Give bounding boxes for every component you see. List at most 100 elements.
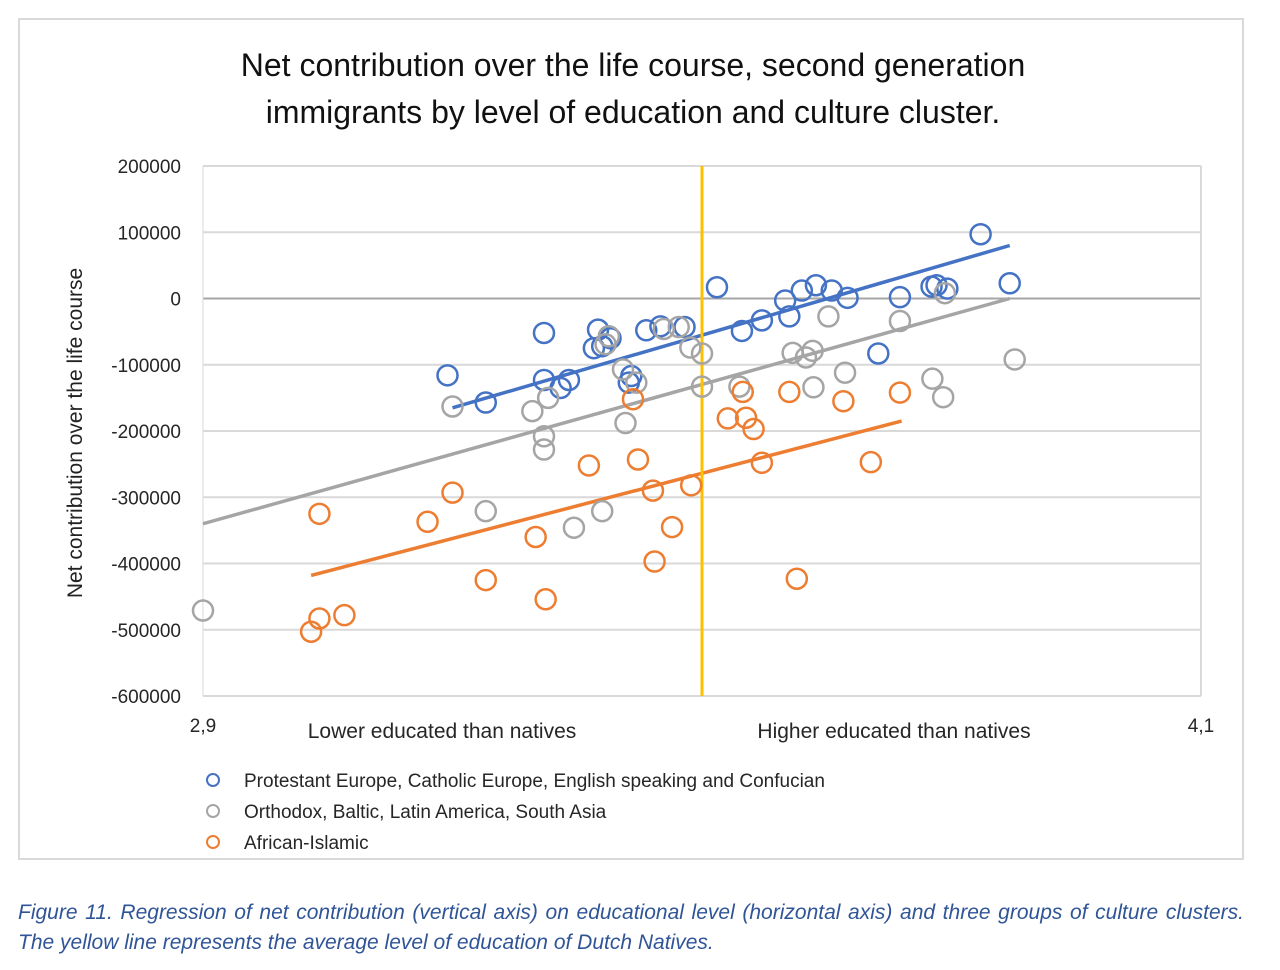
- chart-frame: Net contribution over the life course, s…: [18, 18, 1244, 860]
- data-point: [804, 274, 828, 297]
- y-tick-label: -200000: [111, 422, 181, 443]
- legend-marker: [206, 773, 220, 787]
- data-point: [888, 285, 912, 309]
- trend-lines: [202, 243, 1011, 578]
- data-point: [597, 325, 621, 348]
- data-point: [734, 406, 758, 429]
- data-point: [921, 367, 944, 390]
- y-tick-label: 100000: [118, 223, 181, 244]
- region-label-higher: Higher educated than natives: [757, 720, 1030, 743]
- data-point: [933, 281, 957, 305]
- data-point: [441, 481, 464, 504]
- data-point: [191, 599, 215, 622]
- figure-caption: Figure 11. Regression of net contributio…: [18, 901, 1244, 954]
- data-point: [859, 450, 883, 474]
- data-point: [590, 499, 614, 523]
- data-point: [333, 603, 356, 627]
- data-point: [614, 411, 637, 435]
- trend-line: [310, 419, 903, 578]
- data-point: [635, 319, 658, 342]
- data-point: [532, 438, 556, 461]
- data-point: [728, 375, 751, 398]
- trend-line: [452, 243, 1011, 410]
- data-point: [773, 289, 797, 312]
- data-point: [785, 567, 809, 590]
- data-point: [534, 588, 557, 611]
- data-point: [931, 385, 955, 409]
- data-point: [643, 550, 666, 573]
- data-point: [308, 607, 331, 630]
- y-tick-label: -500000: [111, 621, 181, 642]
- data-point: [690, 375, 714, 398]
- data-point: [641, 479, 665, 502]
- data-point: [888, 381, 912, 404]
- data-point: [649, 315, 672, 338]
- x-tick-labels: 2,9 4,1: [190, 716, 1214, 737]
- legend-marker: [206, 804, 220, 818]
- y-tick-label: -100000: [111, 356, 181, 377]
- data-point: [474, 568, 498, 592]
- data-point: [532, 425, 556, 448]
- data-point: [625, 371, 648, 394]
- data-point: [836, 286, 859, 310]
- data-point: [969, 222, 992, 246]
- data-point: [441, 395, 464, 418]
- data-point: [731, 380, 755, 404]
- data-point: [557, 368, 581, 392]
- data-point: [577, 454, 601, 477]
- data-point: [416, 510, 439, 534]
- data-point: [524, 525, 547, 549]
- data-point: [790, 279, 814, 302]
- data-point: [832, 389, 855, 413]
- legend-label: Protestant Europe, Catholic Europe, Engl…: [244, 771, 825, 792]
- data-points: [191, 222, 1026, 643]
- data-point: [626, 448, 650, 471]
- chart-title-line: immigrants by level of education and cul…: [266, 94, 1001, 130]
- data-point: [817, 305, 840, 328]
- y-axis-label: Net contribution over the life course: [64, 268, 87, 598]
- data-point: [536, 386, 560, 410]
- data-point: [660, 515, 684, 539]
- data-point: [521, 399, 544, 423]
- data-point: [750, 451, 774, 475]
- data-point: [778, 305, 801, 328]
- data-point: [802, 376, 825, 399]
- data-point: [705, 275, 729, 299]
- x-tick-label: 2,9: [190, 716, 216, 737]
- data-point: [730, 319, 754, 343]
- y-tick-label: 200000: [118, 157, 181, 178]
- data-point: [778, 380, 801, 404]
- trend-line: [202, 296, 1011, 526]
- legend-marker: [206, 835, 220, 849]
- legend: Protestant Europe, Catholic Europe, Engl…: [206, 771, 825, 854]
- x-tick-label: 4,1: [1188, 716, 1214, 737]
- data-point: [742, 417, 765, 441]
- legend-label: Orthodox, Baltic, Latin America, South A…: [244, 802, 607, 823]
- data-point: [611, 358, 635, 381]
- scatter-chart: Net contribution over the life course, s…: [64, 47, 1214, 854]
- data-point: [667, 315, 690, 339]
- data-point: [925, 274, 948, 297]
- data-point: [801, 339, 824, 363]
- data-point: [716, 407, 740, 430]
- data-point: [679, 336, 702, 359]
- data-point: [436, 364, 459, 387]
- data-point: [750, 309, 774, 332]
- data-point: [308, 502, 331, 526]
- data-point: [474, 499, 498, 523]
- data-point: [652, 317, 675, 341]
- data-point: [867, 342, 890, 365]
- data-point: [562, 516, 586, 539]
- y-tick-labels: 200000 100000 0 -100000 -200000 -300000 -40000…: [111, 157, 181, 708]
- data-point: [549, 376, 572, 400]
- chart-title: Net contribution over the life course, s…: [241, 47, 1025, 130]
- y-tick-label: -600000: [111, 687, 181, 708]
- y-tick-label: -300000: [111, 488, 181, 509]
- data-point: [532, 321, 556, 345]
- data-point: [794, 346, 818, 369]
- data-point: [690, 342, 714, 365]
- data-point: [599, 327, 622, 350]
- data-point: [679, 474, 703, 497]
- data-point: [1003, 348, 1026, 371]
- y-tick-label: 0: [170, 290, 181, 311]
